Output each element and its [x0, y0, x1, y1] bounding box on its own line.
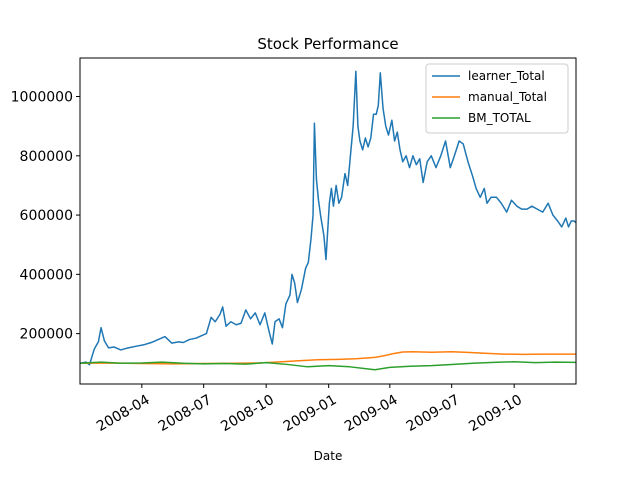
series-line-bm-total: [79, 361, 577, 371]
y-tick-label: 800000: [20, 149, 73, 165]
legend-label: learner_Total: [468, 69, 545, 83]
series-line-learner-total: [79, 70, 577, 366]
x-axis: 2008-04 2008-07 2008-10 2009-01 2009-04 2009-…: [94, 384, 525, 435]
y-tick-label: 1000000: [11, 90, 73, 106]
x-tick-label: 2008-04: [94, 392, 153, 435]
x-axis-label: Date: [314, 449, 343, 463]
x-tick-label: 2008-07: [156, 392, 215, 435]
legend-box: [425, 63, 569, 134]
x-tick-label: 2009-07: [404, 392, 463, 435]
y-tick-label: 400000: [20, 267, 73, 283]
x-tick-label: 2008-10: [218, 392, 277, 435]
legend-label: manual_Total: [468, 90, 547, 104]
legend: learner_Total manual_Total BM_TOTAL: [425, 63, 569, 134]
x-tick-label: 2009-04: [342, 392, 401, 435]
y-tick-label: 200000: [20, 327, 73, 343]
x-tick-label: 2009-10: [466, 392, 525, 435]
chart-title: Stock Performance: [257, 35, 398, 53]
x-tick-label: 2009-01: [281, 392, 340, 435]
plot-frame: [79, 57, 577, 385]
legend-label: BM_TOTAL: [468, 111, 531, 125]
y-axis: 200000 400000 600000 800000 1000000: [11, 90, 80, 343]
y-tick-label: 600000: [20, 208, 73, 224]
